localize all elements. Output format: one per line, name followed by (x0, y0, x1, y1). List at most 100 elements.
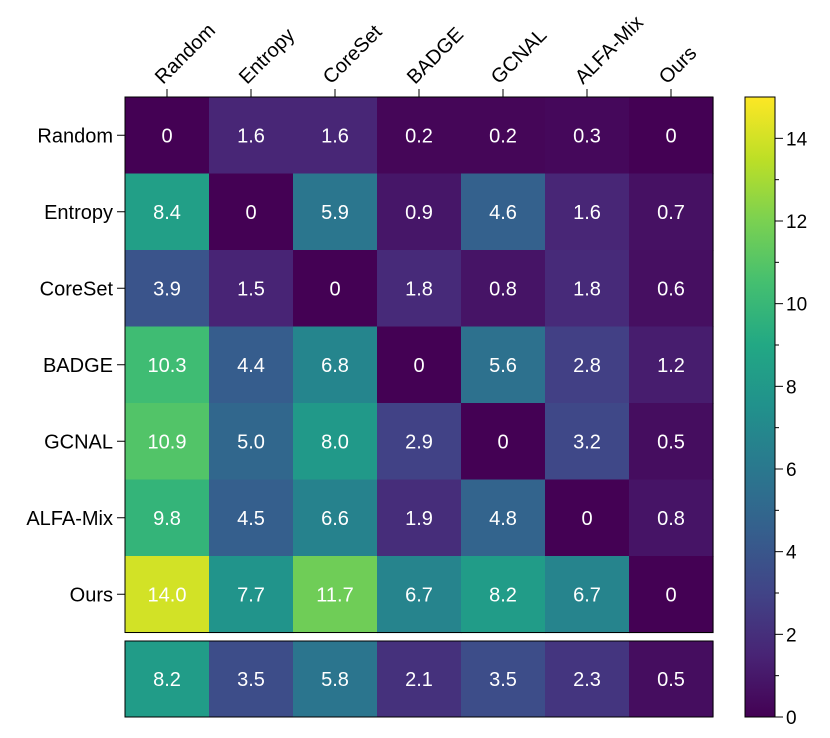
colorbar-tick-label: 4 (786, 543, 797, 564)
cell-value-label: 0 (329, 278, 340, 300)
summary-frame (124, 640, 714, 718)
colorbar-gradient (744, 96, 776, 718)
heatmap-cell (377, 97, 462, 175)
summary-cell (209, 641, 294, 717)
cell-value-label: 0.3 (573, 125, 601, 147)
x-tick-label: Random (151, 20, 220, 89)
heatmap-cell (545, 479, 630, 557)
cell-value-label: 5.0 (237, 431, 265, 453)
heatmap-cell (209, 97, 294, 175)
x-tick-label: CoreSet (319, 21, 387, 89)
heatmap-cell (125, 403, 210, 481)
heatmap-cell (209, 173, 294, 251)
heatmap-cell (293, 556, 378, 634)
summary-cell (545, 641, 630, 717)
heatmap-cell (461, 479, 546, 557)
y-tick-label: ALFA-Mix (26, 508, 113, 530)
cell-value-label: 0.6 (657, 278, 685, 300)
cell-value-label: 0 (665, 125, 676, 147)
heatmap-cell (125, 173, 210, 251)
summary-cell (629, 641, 714, 717)
cell-value-label: 0 (161, 125, 172, 147)
heatmap-cell (125, 250, 210, 328)
cell-value-label: 5.9 (321, 202, 349, 224)
summary-cell (461, 641, 546, 717)
heatmap-cell (629, 479, 714, 557)
cell-value-label: 10.3 (148, 355, 187, 377)
cell-value-label: 0.8 (489, 278, 517, 300)
cell-value-label: 5.6 (489, 355, 517, 377)
cell-value-label: 0 (581, 508, 592, 530)
summary-cell (125, 641, 210, 717)
cell-value-label: 8.0 (321, 431, 349, 453)
cell-value-label: 0.8 (657, 508, 685, 530)
heatmap-cell (209, 556, 294, 634)
cell-value-label: 0.2 (489, 125, 517, 147)
colorbar-tick-label: 6 (786, 460, 797, 481)
y-tick-label: Ours (70, 584, 113, 606)
cell-value-label: 0.9 (405, 202, 433, 224)
heatmap-cell (629, 326, 714, 404)
cell-value-label: 4.5 (237, 508, 265, 530)
heatmap-cell (545, 326, 630, 404)
heatmap-cell (293, 403, 378, 481)
heatmap-cell (545, 250, 630, 328)
heatmap-cell (545, 97, 630, 175)
cell-value-label: 1.6 (321, 125, 349, 147)
summary-value-label: 3.5 (489, 669, 517, 691)
summary-value-label: 2.3 (573, 669, 601, 691)
cell-value-label: 1.6 (573, 202, 601, 224)
heatmap-cell (629, 250, 714, 328)
summary-value-label: 5.8 (321, 669, 349, 691)
heatmap-cell (377, 173, 462, 251)
cell-value-label: 0 (665, 584, 676, 606)
cell-value-label: 0 (497, 431, 508, 453)
colorbar-tick-label: 2 (786, 625, 797, 646)
cell-value-label: 0.5 (657, 431, 685, 453)
cell-value-label: 10.9 (148, 431, 187, 453)
colorbar-tick-label: 14 (786, 129, 808, 150)
heatmap-cell (461, 173, 546, 251)
heatmap-cell (209, 479, 294, 557)
y-tick-label: Random (37, 125, 113, 147)
x-tick-label: Entropy (235, 24, 299, 88)
x-axis-labels: Random Entropy CoreSet BADGE GCNAL ALFA-Mix Ou… (151, 12, 701, 97)
cell-value-label: 1.6 (237, 125, 265, 147)
cell-value-label: 8.2 (489, 584, 517, 606)
x-tick-label: GCNAL (487, 24, 551, 88)
heatmap-cell (125, 556, 210, 634)
cell-value-label: 1.8 (405, 278, 433, 300)
cell-value-label: 1.2 (657, 355, 685, 377)
cell-value-label: 4.8 (489, 508, 517, 530)
summary-row: 8.2 3.5 5.8 2.1 3.5 2.3 0.5 (124, 640, 714, 718)
heatmap-cell (461, 326, 546, 404)
cell-value-label: 9.8 (153, 508, 181, 530)
cell-value-label: 0 (413, 355, 424, 377)
heatmap-cell (545, 403, 630, 481)
summary-value-label: 8.2 (153, 669, 181, 691)
x-tick-label: Ours (655, 42, 701, 88)
cell-value-label: 4.6 (489, 202, 517, 224)
cell-value-label: 0.2 (405, 125, 433, 147)
colorbar: 0 2 4 6 8 10 12 14 (744, 96, 808, 729)
y-tick-label: GCNAL (44, 431, 113, 453)
x-tick-label: ALFA-Mix (571, 12, 648, 89)
matrix-grid: 0 1.6 1.6 0.2 0.2 0.3 0 8.4 0 5.9 0.9 4.6 1.6 0.7 3.9 1… (124, 96, 714, 634)
heatmap-cell (461, 403, 546, 481)
cell-value-label: 0 (245, 202, 256, 224)
heatmap-cell (377, 479, 462, 557)
cell-value-label: 11.7 (316, 584, 353, 606)
heatmap-cell (629, 173, 714, 251)
heatmap-cell (377, 403, 462, 481)
heatmap-cell (461, 556, 546, 634)
heatmap-cell (125, 479, 210, 557)
colorbar-tick-label: 0 (786, 708, 797, 729)
colorbar-tick-label: 8 (786, 377, 797, 398)
heatmap-cell (293, 250, 378, 328)
cell-value-label: 3.2 (573, 431, 601, 453)
y-tick-label: Entropy (44, 202, 113, 224)
heatmap-cell (293, 97, 378, 175)
cell-value-label: 7.7 (237, 584, 265, 606)
heatmap-cell (629, 403, 714, 481)
